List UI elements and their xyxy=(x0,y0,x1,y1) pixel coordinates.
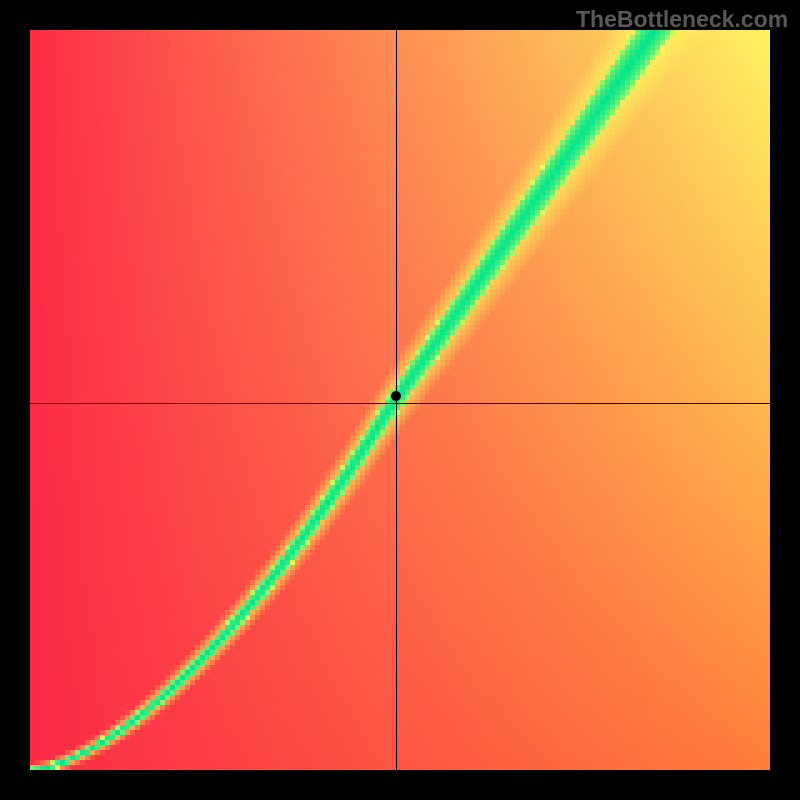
bottleneck-heatmap xyxy=(30,30,770,770)
watermark-text: TheBottleneck.com xyxy=(576,6,788,33)
chart-container: TheBottleneck.com xyxy=(0,0,800,800)
data-point-marker xyxy=(391,391,401,401)
crosshair-horizontal xyxy=(30,403,770,404)
